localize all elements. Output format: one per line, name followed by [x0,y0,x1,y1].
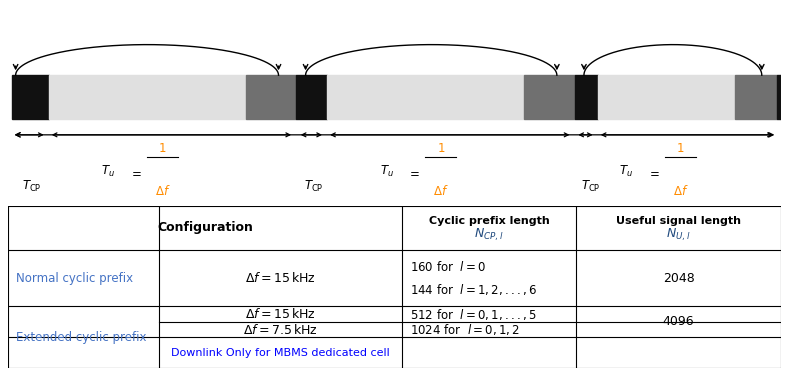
Bar [49,75,246,119]
Text: Downlink Only for MBMS dedicated cell: Downlink Only for MBMS dedicated cell [171,348,390,358]
Text: $T_{\mathrm{CP}}$: $T_{\mathrm{CP}}$ [581,179,600,194]
Bar [297,75,327,119]
Text: $1$: $1$ [676,142,685,155]
Text: $=$: $=$ [129,166,142,178]
Text: $N_{U,l}$: $N_{U,l}$ [667,227,691,243]
Text: $1$: $1$ [436,142,445,155]
Bar [598,75,735,119]
Text: $\Delta f$: $\Delta f$ [155,184,170,198]
Text: $N_{CP,l}$: $N_{CP,l}$ [474,227,504,243]
Text: 4096: 4096 [663,315,694,328]
Text: Useful signal length: Useful signal length [616,216,741,226]
Text: Configuration: Configuration [157,222,253,234]
Text: 2048: 2048 [663,272,694,284]
Text: $\Delta f=7.5\,\mathrm{kHz}$: $\Delta f=7.5\,\mathrm{kHz}$ [243,322,318,337]
Text: 512 for  $l=0,1,...,5$: 512 for $l=0,1,...,5$ [410,307,537,322]
Text: $1$: $1$ [159,142,166,155]
Text: Extended cyclic prefix: Extended cyclic prefix [16,331,146,344]
Text: Cyclic prefix length: Cyclic prefix length [429,216,550,226]
Bar [246,75,297,119]
Text: $T_{\mathrm{CP}}$: $T_{\mathrm{CP}}$ [304,179,323,194]
Text: Normal cyclic prefix: Normal cyclic prefix [16,272,133,284]
Text: $T_u$: $T_u$ [619,163,634,178]
Text: $=$: $=$ [407,166,421,178]
Text: $\Delta f$: $\Delta f$ [433,184,449,198]
Text: $\Delta f$: $\Delta f$ [673,184,689,198]
Text: $T_u$: $T_u$ [380,163,394,178]
Text: $T_u$: $T_u$ [102,163,115,178]
Text: $\Delta f=15\,\mathrm{kHz}$: $\Delta f=15\,\mathrm{kHz}$ [245,271,316,285]
Bar [735,75,777,119]
Bar [12,75,49,119]
Text: $=$: $=$ [647,166,660,178]
Bar [525,75,574,119]
Bar [777,75,781,119]
Text: 144 for  $l=1,2,...,6$: 144 for $l=1,2,...,6$ [410,282,537,297]
Text: $\Delta f=15\,\mathrm{kHz}$: $\Delta f=15\,\mathrm{kHz}$ [245,307,316,321]
Bar [327,75,525,119]
Text: $T_{\mathrm{CP}}$: $T_{\mathrm{CP}}$ [22,179,41,194]
Bar [574,75,598,119]
Text: 1024 for  $l=0,1,2$: 1024 for $l=0,1,2$ [410,322,520,337]
Text: 160 for  $l=0$: 160 for $l=0$ [410,260,486,274]
